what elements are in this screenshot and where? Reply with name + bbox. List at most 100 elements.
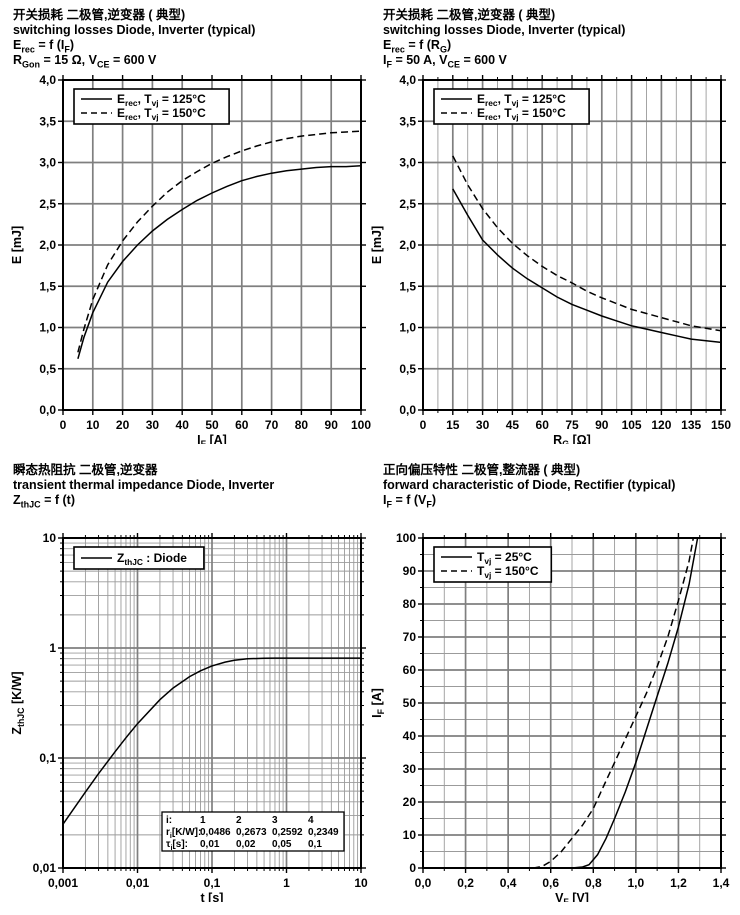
chart-title-en: transient thermal impedance Diode, Inver… (13, 478, 275, 492)
svg-text:0,0: 0,0 (415, 876, 432, 890)
svg-text:Erec, Tvj = 125°C: Erec, Tvj = 125°C (477, 92, 566, 108)
svg-text:1: 1 (200, 815, 206, 826)
chart-erec-vs-if: 0 10 20 30 40 50 60 70 80 90 100 0,0 0,5 1,0 1,5 2,0 2,5… (10, 73, 371, 444)
svg-text:t [s]: t [s] (201, 891, 224, 902)
chart-title-zh: 开关损耗 二极管,逆变器 ( 典型) (383, 8, 556, 22)
chart-formula: Erec = f (RG) (383, 38, 452, 55)
svg-text:Tvj = 150°C: Tvj = 150°C (477, 564, 539, 580)
svg-text:0,2592: 0,2592 (272, 827, 303, 838)
chart-erec-vs-rg: 0 15 30 45 60 75 90 105 120 135 150 0,0 0,5 1,0 1,5 2,0… (370, 73, 731, 444)
chart-formula: ZthJC = f (t) (13, 493, 76, 510)
svg-text:0: 0 (409, 861, 416, 875)
svg-text:1,0: 1,0 (399, 321, 416, 335)
svg-text:150: 150 (711, 418, 731, 432)
svg-text:60: 60 (403, 663, 417, 677)
svg-text:ZthJC : Diode: ZthJC : Diode (117, 551, 187, 567)
svg-text:30: 30 (403, 762, 417, 776)
svg-text:0,01: 0,01 (200, 839, 220, 850)
svg-text:90: 90 (325, 418, 339, 432)
svg-text:0,0: 0,0 (399, 403, 416, 417)
chart-if-vs-vf: 0,0 0,2 0,4 0,6 0,8 1,0 1,2 1,4 0 10 20 30 40 50 60 70 8… (370, 531, 730, 902)
svg-text:0,1: 0,1 (39, 751, 56, 765)
svg-text:40: 40 (403, 729, 417, 743)
svg-text:50: 50 (205, 418, 219, 432)
svg-text:1: 1 (283, 876, 290, 890)
chart-formula: Erec = f (IF) (13, 38, 75, 55)
svg-text:1,2: 1,2 (670, 876, 687, 890)
svg-text:70: 70 (265, 418, 279, 432)
svg-text:0,1: 0,1 (308, 839, 322, 850)
svg-text:10: 10 (354, 876, 368, 890)
chart-header-erec-vs-rg: 开关损耗 二极管,逆变器 ( 典型) switching losses Diod… (383, 8, 735, 70)
svg-text:100: 100 (396, 531, 416, 545)
svg-text:0,001: 0,001 (48, 876, 78, 890)
svg-text:Tvj = 25°C: Tvj = 25°C (477, 550, 532, 566)
svg-text:ZthJC [K/W]: ZthJC [K/W] (10, 671, 26, 734)
svg-text:135: 135 (681, 418, 701, 432)
svg-text:20: 20 (403, 795, 417, 809)
svg-text:2,5: 2,5 (39, 197, 56, 211)
svg-text:100: 100 (351, 418, 371, 432)
svg-text:3,5: 3,5 (39, 114, 56, 128)
svg-text:Erec, Tvj = 125°C: Erec, Tvj = 125°C (117, 92, 206, 108)
svg-text:0,0: 0,0 (39, 403, 56, 417)
svg-text:1,0: 1,0 (39, 321, 56, 335)
svg-text:120: 120 (651, 418, 671, 432)
svg-text:4: 4 (308, 815, 314, 826)
chart-title-zh: 正向偏压特性 二极管,整流器 ( 典型) (383, 463, 581, 477)
svg-text:0,02: 0,02 (236, 839, 256, 850)
svg-text:1,0: 1,0 (628, 876, 645, 890)
svg-text:E [mJ]: E [mJ] (370, 226, 384, 264)
svg-text:τi[s]:: τi[s]: (166, 839, 188, 852)
svg-text:90: 90 (403, 564, 417, 578)
svg-text:90: 90 (595, 418, 609, 432)
svg-text:Erec, Tvj = 150°C: Erec, Tvj = 150°C (477, 106, 566, 122)
svg-text:3: 3 (272, 815, 278, 826)
svg-text:80: 80 (295, 418, 309, 432)
svg-text:0,4: 0,4 (500, 876, 517, 890)
svg-text:20: 20 (116, 418, 130, 432)
svg-text:10: 10 (43, 531, 57, 545)
svg-text:0,05: 0,05 (272, 839, 292, 850)
svg-text:0,2673: 0,2673 (236, 827, 267, 838)
svg-text:80: 80 (403, 597, 417, 611)
svg-text:4,0: 4,0 (399, 73, 416, 87)
svg-text:60: 60 (536, 418, 550, 432)
chart-formula: IF = f (VF) (383, 493, 437, 510)
svg-text:0,2349: 0,2349 (308, 827, 339, 838)
svg-text:VF [V]: VF [V] (555, 891, 589, 902)
svg-text:0,01: 0,01 (33, 861, 57, 875)
svg-text:75: 75 (565, 418, 579, 432)
svg-text:0,2: 0,2 (457, 876, 474, 890)
svg-text:30: 30 (476, 418, 490, 432)
svg-text:105: 105 (622, 418, 642, 432)
chart-header-if-vf: 正向偏压特性 二极管,整流器 ( 典型) forward characteris… (383, 463, 735, 510)
svg-text:50: 50 (403, 696, 417, 710)
svg-text:2: 2 (236, 815, 242, 826)
svg-text:0: 0 (60, 418, 67, 432)
svg-text:4,0: 4,0 (39, 73, 56, 87)
svg-text:1,4: 1,4 (713, 876, 730, 890)
chart-conditions: RGon = 15 Ω, VCE = 600 V (13, 53, 157, 70)
svg-text:0,5: 0,5 (399, 362, 416, 376)
chart-title-zh: 开关损耗 二极管,逆变器 ( 典型) (13, 8, 186, 22)
svg-text:30: 30 (146, 418, 160, 432)
chart-conditions: IF = 50 A, VCE = 600 V (383, 53, 507, 70)
svg-text:3,0: 3,0 (399, 156, 416, 170)
chart-title-en: switching losses Diode, Inverter (typica… (13, 23, 256, 37)
svg-text:45: 45 (506, 418, 520, 432)
svg-text:3,0: 3,0 (39, 156, 56, 170)
svg-text:0,5: 0,5 (39, 362, 56, 376)
svg-text:3,5: 3,5 (399, 114, 416, 128)
chart-title-en: forward characteristic of Diode, Rectifi… (383, 478, 676, 492)
svg-text:10: 10 (403, 828, 417, 842)
svg-text:ri[K/W]:: ri[K/W]: (166, 827, 201, 840)
svg-text:1: 1 (49, 641, 56, 655)
svg-text:1,5: 1,5 (39, 279, 56, 293)
svg-text:70: 70 (403, 630, 417, 644)
svg-text:0,8: 0,8 (585, 876, 602, 890)
svg-text:1,5: 1,5 (399, 279, 416, 293)
svg-text:i:: i: (166, 815, 172, 826)
svg-text:40: 40 (176, 418, 190, 432)
